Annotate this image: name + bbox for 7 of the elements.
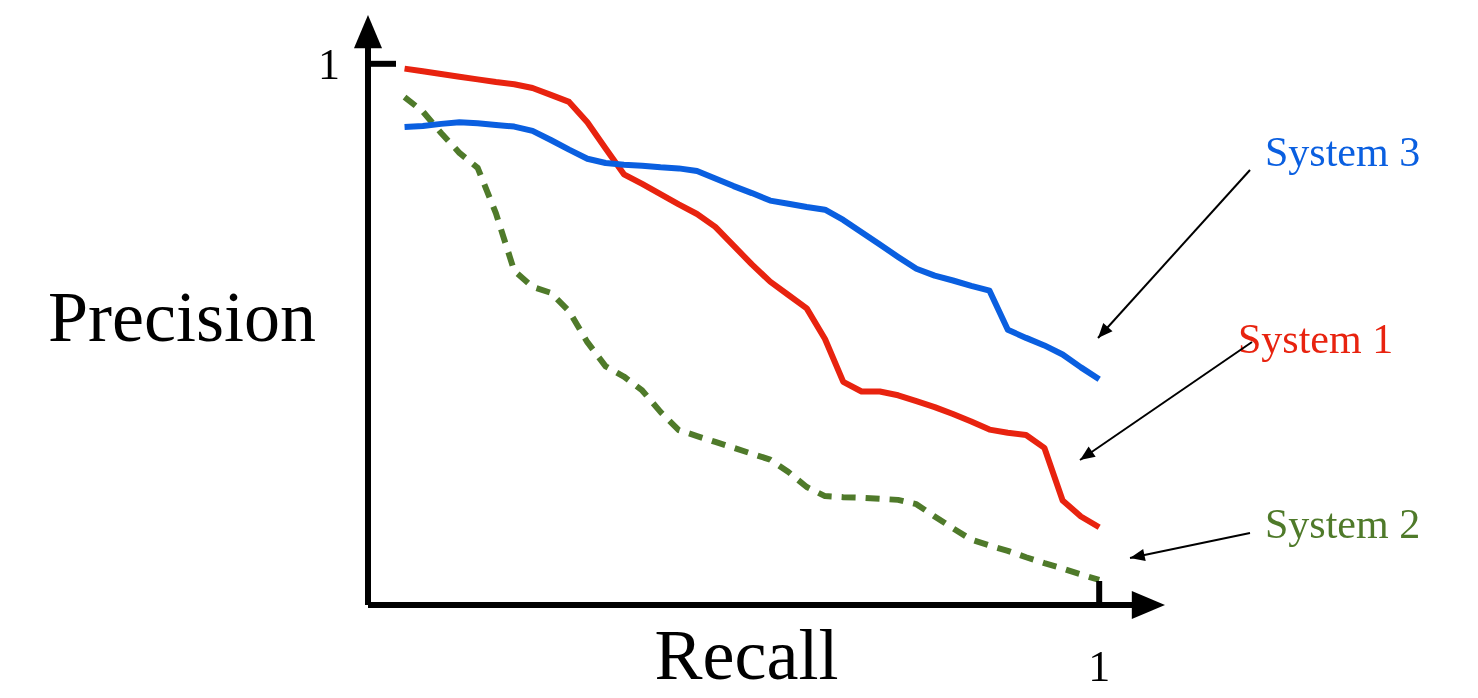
text: System 2 [1265,501,1421,548]
x-axis-title: Recall [654,614,839,695]
text: 1 [1088,641,1111,691]
y-axis-title: Precision [48,276,316,357]
text: 1 [318,40,340,90]
text: System 3 [1265,129,1421,176]
text: System 1 [1238,316,1394,363]
